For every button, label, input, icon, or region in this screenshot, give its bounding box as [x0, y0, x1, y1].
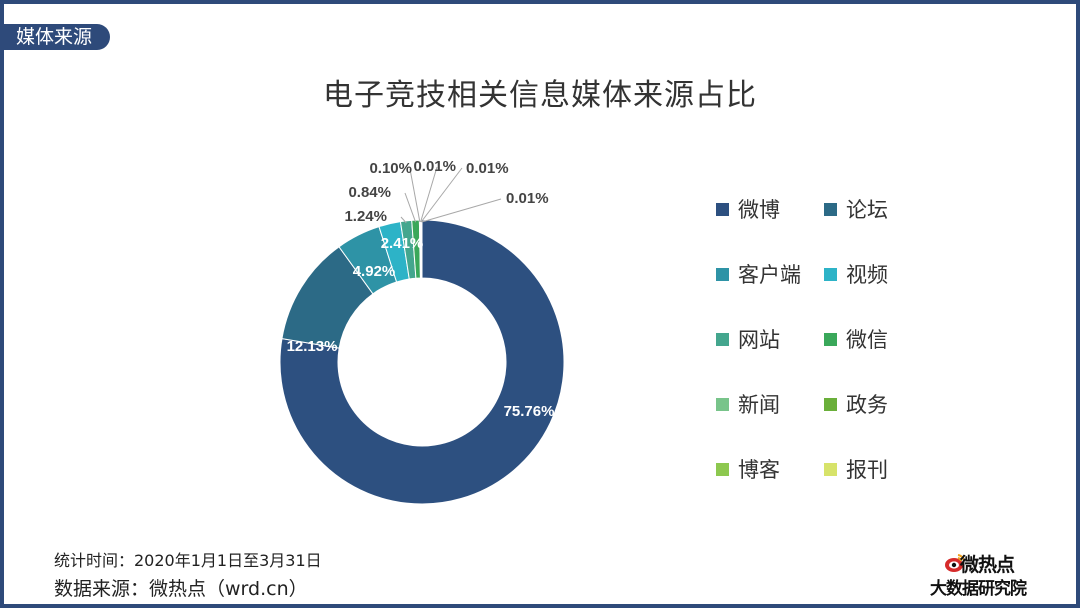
data-label-2: 4.92% [353, 263, 396, 280]
weibo-eye-icon [945, 554, 965, 572]
leader-line-8 [420, 167, 463, 223]
legend-item-2: 客户端 [716, 263, 801, 287]
legend-label: 视频 [846, 263, 888, 287]
data-label-3: 2.41% [381, 235, 424, 252]
data-label-4: 1.24% [344, 208, 387, 225]
legend-item-0: 微博 [716, 198, 780, 222]
section-tag: 媒体来源 [4, 24, 111, 50]
legend-swatch [824, 463, 837, 476]
logo-text-brand: 微热点 [960, 554, 1015, 576]
slice-0 [279, 219, 565, 505]
legend-item-6: 新闻 [716, 393, 780, 417]
logo-text-institute: 大数据研究院 [930, 579, 1027, 599]
donut-slices [279, 219, 565, 505]
donut-data-labels: 75.76%12.13%4.92%2.41%1.24%0.84%0.10% 0.0… [287, 158, 555, 420]
legend-label: 博客 [738, 458, 780, 482]
donut-chart: 75.76%12.13%4.92%2.41%1.24%0.84%0.10% 0.0… [279, 158, 565, 505]
legend-item-3: 视频 [824, 263, 888, 287]
legend-item-8: 博客 [716, 458, 780, 482]
legend-item-7: 政务 [824, 393, 888, 417]
legend-label: 新闻 [738, 393, 780, 417]
data-label-9: 0.01% [506, 190, 549, 207]
data-label-6: 0.10% [369, 160, 412, 177]
legend-item-5: 微信 [824, 328, 888, 352]
legend-swatch [716, 398, 729, 411]
legend-label: 微博 [738, 198, 780, 222]
legend-swatch [716, 268, 729, 281]
brand-logo: 微热点 大数据研究院 [930, 550, 1050, 600]
legend-swatch [824, 398, 837, 411]
legend-label: 政务 [846, 393, 888, 417]
chart-title: 电子竞技相关信息媒体来源占比 [323, 78, 757, 113]
legend-swatch [824, 333, 837, 346]
legend-swatch [716, 463, 729, 476]
data-source-note: 数据来源：微热点（wrd.cn） [54, 578, 308, 600]
data-label-0: 75.76% [504, 403, 555, 420]
leader-line-9 [421, 198, 502, 223]
legend-label: 论坛 [846, 198, 888, 222]
data-label-1: 12.13% [287, 338, 338, 355]
legend-swatch [824, 203, 837, 216]
data-label-8: 0.01% [466, 160, 509, 177]
legend-item-9: 报刊 [824, 458, 888, 482]
leader-line-5 [404, 192, 417, 223]
stat-period-note: 统计时间：2020年1月1日至3月31日 [54, 551, 322, 570]
leader-line-6 [409, 168, 421, 223]
legend-item-1: 论坛 [824, 198, 888, 222]
leader-line-7 [420, 166, 438, 223]
legend-label: 微信 [846, 328, 888, 352]
legend-label: 网站 [738, 328, 780, 352]
legend-swatch [716, 333, 729, 346]
data-label-7: 0.01% [413, 158, 456, 175]
legend-item-4: 网站 [716, 328, 780, 352]
data-label-5: 0.84% [348, 184, 391, 201]
legend-swatch [716, 203, 729, 216]
leader-line-4 [400, 216, 407, 224]
legend-label: 客户端 [738, 263, 801, 287]
legend-swatch [824, 268, 837, 281]
legend-label: 报刊 [846, 458, 888, 482]
